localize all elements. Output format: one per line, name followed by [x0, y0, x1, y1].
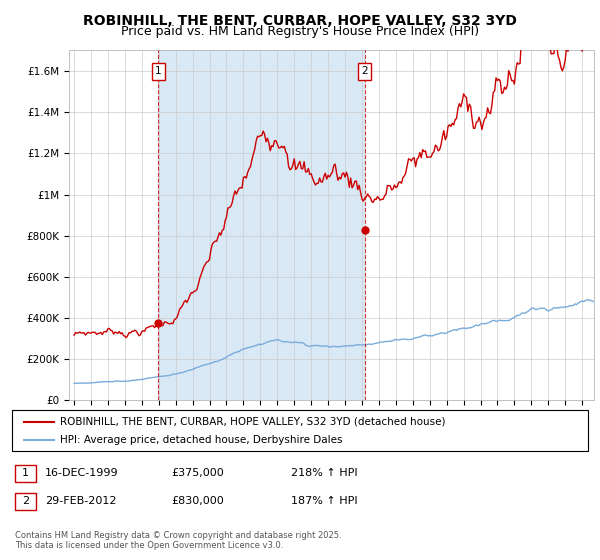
- Text: 1: 1: [22, 468, 29, 478]
- Bar: [158, 50, 365, 400]
- Text: 1: 1: [155, 67, 161, 76]
- Text: 218% ↑ HPI: 218% ↑ HPI: [291, 468, 358, 478]
- Text: 2: 2: [361, 67, 368, 76]
- Text: £830,000: £830,000: [171, 496, 224, 506]
- Text: £375,000: £375,000: [171, 468, 224, 478]
- Text: 187% ↑ HPI: 187% ↑ HPI: [291, 496, 358, 506]
- Text: 29-FEB-2012: 29-FEB-2012: [45, 496, 116, 506]
- Text: 2: 2: [22, 496, 29, 506]
- Text: Contains HM Land Registry data © Crown copyright and database right 2025.
This d: Contains HM Land Registry data © Crown c…: [15, 531, 341, 550]
- Text: ROBINHILL, THE BENT, CURBAR, HOPE VALLEY, S32 3YD (detached house): ROBINHILL, THE BENT, CURBAR, HOPE VALLEY…: [60, 417, 445, 427]
- Text: 16-DEC-1999: 16-DEC-1999: [45, 468, 119, 478]
- Text: Price paid vs. HM Land Registry's House Price Index (HPI): Price paid vs. HM Land Registry's House …: [121, 25, 479, 38]
- Text: HPI: Average price, detached house, Derbyshire Dales: HPI: Average price, detached house, Derb…: [60, 435, 343, 445]
- Text: ROBINHILL, THE BENT, CURBAR, HOPE VALLEY, S32 3YD: ROBINHILL, THE BENT, CURBAR, HOPE VALLEY…: [83, 14, 517, 28]
